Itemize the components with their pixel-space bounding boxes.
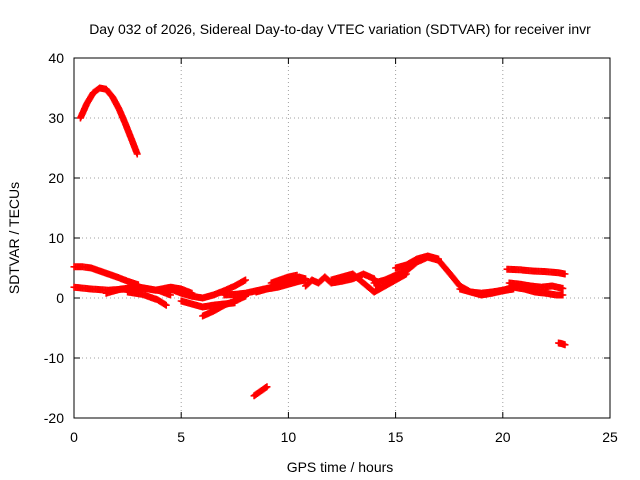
series-arc-high [76, 84, 141, 158]
series-arc-p [505, 279, 567, 292]
series-arc-i [252, 276, 310, 296]
x-tick-label: 5 [177, 429, 185, 445]
series-arc-j [267, 271, 301, 287]
x-tick-label: 20 [495, 429, 511, 445]
y-tick-label: -20 [44, 410, 64, 426]
data-point [263, 383, 271, 391]
data-point [561, 270, 569, 278]
series-arc-g [199, 292, 250, 320]
series-arc-s [555, 339, 569, 349]
data-point [434, 255, 442, 263]
y-axis-label: SDTVAR / TECUs [6, 182, 22, 294]
y-tick-label: 40 [48, 50, 64, 66]
y-tick-label: 30 [48, 110, 64, 126]
x-tick-label: 25 [602, 429, 618, 445]
x-axis-label: GPS time / hours [287, 459, 394, 475]
x-axis-tick-labels: 0 5 10 15 20 25 [70, 429, 618, 445]
series-arc-e [166, 276, 250, 302]
data-point [162, 301, 170, 309]
data-points [70, 84, 569, 400]
y-tick-label: 0 [56, 290, 64, 306]
x-tick-label: 0 [70, 429, 78, 445]
axis-ticks [73, 57, 611, 419]
y-tick-label: 10 [48, 230, 64, 246]
y-tick-label: 20 [48, 170, 64, 186]
chart-title: Day 032 of 2026, Sidereal Day-to-day VTE… [89, 21, 591, 37]
series-arc-l [327, 270, 410, 296]
x-tick-label: 15 [388, 429, 404, 445]
series-arc-q [503, 265, 569, 278]
x-tick-label: 10 [281, 429, 297, 445]
data-point [559, 291, 567, 299]
series-arc-o [456, 285, 518, 299]
y-axis-tick-labels: -20 -10 0 10 20 30 40 [44, 50, 64, 426]
data-point [242, 276, 250, 284]
data-point [133, 150, 141, 158]
data-point [561, 341, 569, 349]
y-tick-label: -10 [44, 350, 64, 366]
data-point [166, 291, 174, 299]
series-arc-r [250, 383, 271, 400]
chart-gridlines [74, 58, 610, 418]
series-arc-n [392, 252, 442, 272]
data-point [293, 271, 301, 279]
series-arc-d [124, 288, 170, 309]
data-point [559, 284, 567, 292]
